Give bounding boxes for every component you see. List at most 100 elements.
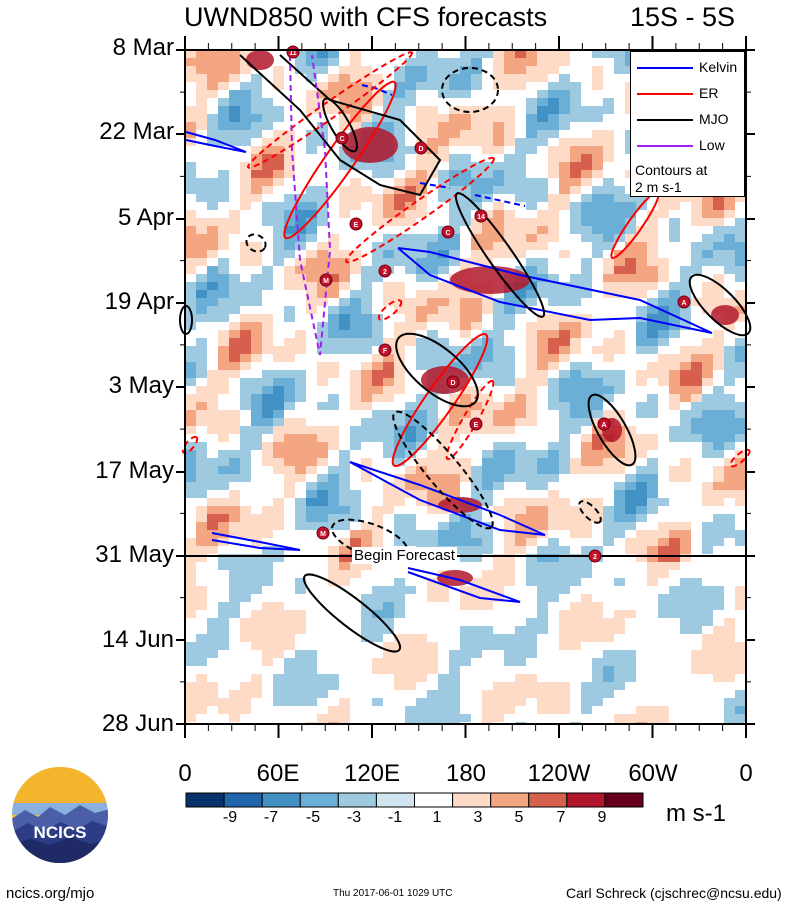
- heatmap-cell: [658, 322, 669, 330]
- heatmap-cell: [383, 514, 394, 522]
- heatmap-cell: [383, 682, 394, 690]
- heatmap-cell: [218, 338, 229, 346]
- heatmap-cell: [647, 474, 658, 482]
- heatmap-cell: [218, 410, 229, 418]
- heatmap-cell: [570, 674, 581, 682]
- heatmap-cell: [559, 282, 570, 290]
- heatmap-cell: [515, 114, 526, 122]
- heatmap-cell: [317, 650, 328, 658]
- heatmap-cell: [229, 674, 240, 682]
- heatmap-cell: [680, 370, 691, 378]
- heatmap-cell: [262, 138, 273, 146]
- heatmap-cell: [482, 554, 493, 562]
- heatmap-cell: [625, 682, 636, 690]
- heatmap-cell: [504, 386, 515, 394]
- heatmap-cell: [229, 90, 240, 98]
- heatmap-cell: [482, 362, 493, 370]
- heatmap-cell: [185, 698, 196, 706]
- heatmap-cell: [185, 290, 196, 298]
- heatmap-cell: [284, 138, 295, 146]
- heatmap-cell: [284, 490, 295, 498]
- heatmap-cell: [383, 474, 394, 482]
- heatmap-cell: [515, 642, 526, 650]
- heatmap-cell: [460, 442, 471, 450]
- heatmap-cell: [306, 258, 317, 266]
- heatmap-cell: [383, 306, 394, 314]
- heatmap-cell: [471, 602, 482, 610]
- heatmap-cell: [317, 290, 328, 298]
- heatmap-cell: [361, 514, 372, 522]
- heatmap-cell: [218, 138, 229, 146]
- heatmap-cell: [317, 74, 328, 82]
- heatmap-cell: [548, 610, 559, 618]
- heatmap-cell: [614, 394, 625, 402]
- heatmap-cell: [240, 274, 251, 282]
- heatmap-cell: [317, 474, 328, 482]
- heatmap-cell: [592, 594, 603, 602]
- heatmap-cell: [350, 482, 361, 490]
- heatmap-cell: [405, 122, 416, 130]
- heatmap-cell: [328, 666, 339, 674]
- heatmap-cell: [526, 130, 537, 138]
- heatmap-cell: [493, 306, 504, 314]
- heatmap-cell: [460, 626, 471, 634]
- heatmap-cell: [262, 106, 273, 114]
- heatmap-cell: [273, 458, 284, 466]
- heatmap-cell: [306, 274, 317, 282]
- heatmap-cell: [207, 50, 218, 58]
- heatmap-cell: [240, 522, 251, 530]
- heatmap-cell: [570, 354, 581, 362]
- heatmap-cell: [427, 562, 438, 570]
- heatmap-cell: [372, 674, 383, 682]
- heatmap-cell: [482, 466, 493, 474]
- heatmap-cell: [361, 418, 372, 426]
- heatmap-cell: [735, 466, 746, 474]
- heatmap-cell: [185, 530, 196, 538]
- heatmap-cell: [350, 490, 361, 498]
- footer-url[interactable]: ncics.org/mjo: [6, 885, 95, 902]
- heatmap-cell: [427, 634, 438, 642]
- heatmap-cell: [482, 634, 493, 642]
- heatmap-cell: [647, 706, 658, 714]
- heatmap-cell: [185, 658, 196, 666]
- heatmap-cell: [504, 458, 515, 466]
- heatmap-cell: [339, 338, 350, 346]
- heatmap-cell: [229, 498, 240, 506]
- heatmap-cell: [185, 578, 196, 586]
- heatmap-cell: [372, 666, 383, 674]
- heatmap-cell: [185, 714, 196, 722]
- heatmap-cell: [636, 498, 647, 506]
- heatmap-cell: [515, 370, 526, 378]
- heatmap-cell: [251, 706, 262, 714]
- heatmap-cell: [702, 386, 713, 394]
- heatmap-cell: [383, 658, 394, 666]
- heatmap-cell: [691, 466, 702, 474]
- heatmap-cell: [724, 650, 735, 658]
- heatmap-cell: [559, 226, 570, 234]
- heatmap-cell: [724, 362, 735, 370]
- heatmap-cell: [394, 714, 405, 722]
- heatmap-cell: [636, 474, 647, 482]
- heatmap-cell: [581, 418, 592, 426]
- heatmap-cell: [504, 226, 515, 234]
- heatmap-cell: [427, 202, 438, 210]
- heatmap-cell: [262, 450, 273, 458]
- heatmap-cell: [625, 690, 636, 698]
- heatmap-cell: [372, 442, 383, 450]
- heatmap-cell: [658, 250, 669, 258]
- heatmap-cell: [724, 554, 735, 562]
- heatmap-cell: [592, 346, 603, 354]
- heatmap-cell: [625, 586, 636, 594]
- heatmap-cell: [559, 162, 570, 170]
- heatmap-cell: [581, 338, 592, 346]
- heatmap-cell: [647, 578, 658, 586]
- heatmap-cell: [515, 154, 526, 162]
- heatmap-cell: [592, 234, 603, 242]
- heatmap-cell: [317, 618, 328, 626]
- heatmap-cell: [735, 258, 746, 266]
- heatmap-cell: [570, 218, 581, 226]
- heatmap-cell: [559, 482, 570, 490]
- heatmap-cell: [515, 458, 526, 466]
- heatmap-cell: [504, 258, 515, 266]
- heatmap-cell: [592, 194, 603, 202]
